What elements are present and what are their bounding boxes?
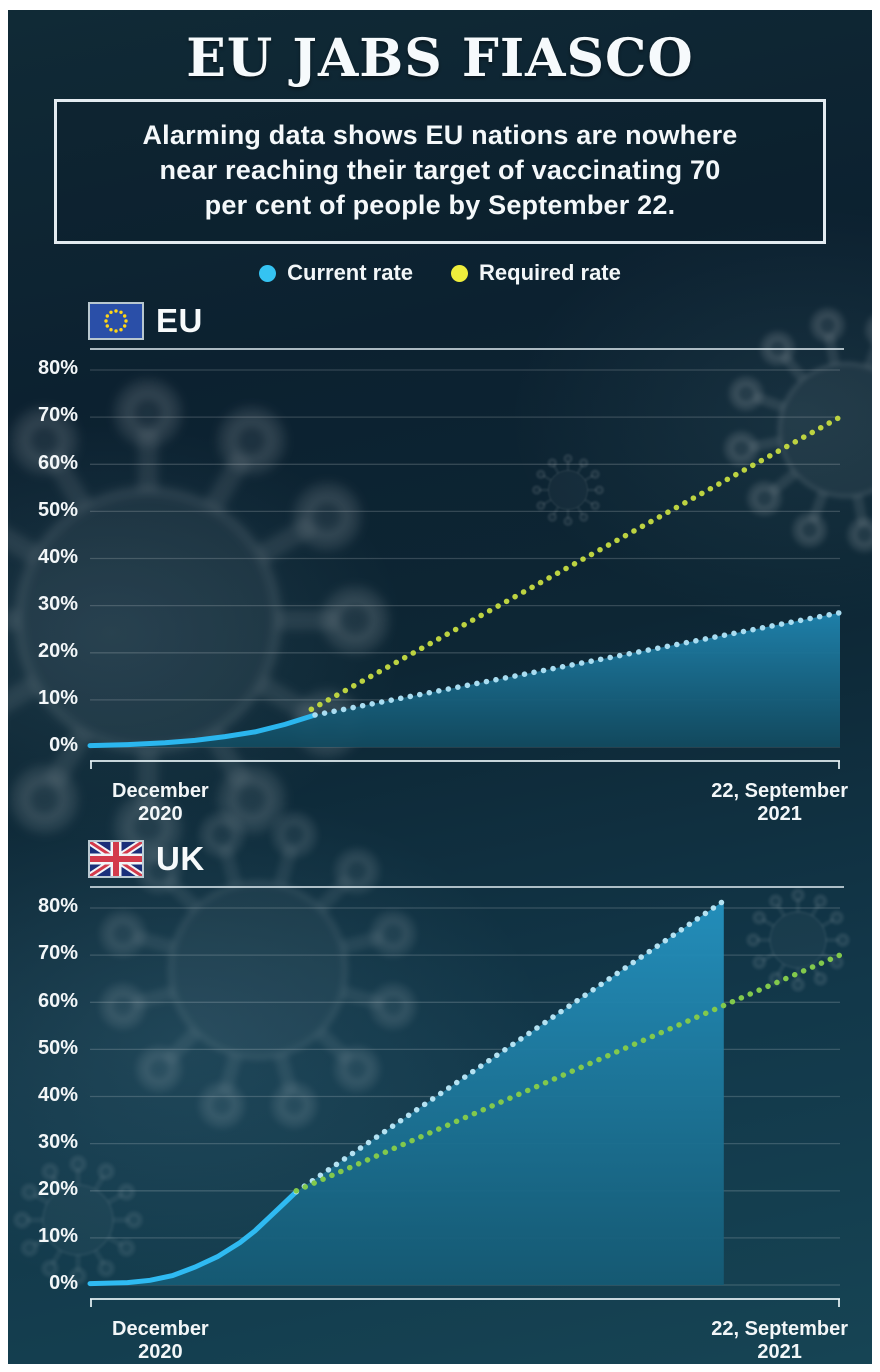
current-rate-dot-icon [259,264,277,282]
section-title-uk: UK [156,840,205,878]
y-axis-tick-label: 40% [37,545,78,568]
plot-area-eu: 80% 70% 60% 50% 40% 30% 20% 10% 0% [38,350,843,772]
legend-label-required: Required rate [479,260,621,286]
page-title: EU JABS FIASCO [186,28,694,89]
y-axis-tick-label: 10% [37,687,78,710]
x-axis-eu: December 2020 22, September 2021 [90,772,848,826]
y-axis-eu: 80% 70% 60% 50% 40% 30% 20% 10% 0% [12,350,82,772]
legend-item-current: Current rate [259,260,413,286]
y-axis-tick-label: 80% [37,357,78,380]
required-rate-dot-icon [451,264,469,282]
y-axis-tick-label: 70% [37,942,78,965]
y-axis-tick-label: 50% [37,1036,78,1059]
chart-uk: UK 80% 70% 60% 50% 40% 30% 20% 10% 0% December 20… [8,838,872,1364]
plot-area-uk: 80% 70% 60% 50% 40% 30% 20% 10% 0% [38,888,843,1310]
y-axis-tick-label: 30% [37,1130,78,1153]
y-axis-tick-label: 60% [37,989,78,1012]
x-axis-tick-label: 22, September 2021 [711,780,848,826]
y-axis-tick-label: 60% [37,451,78,474]
section-divider [90,348,844,351]
section-header-eu: EU [90,300,872,342]
y-axis-tick-label: 20% [37,1178,78,1201]
y-axis-uk: 80% 70% 60% 50% 40% 30% 20% 10% 0% [12,888,82,1310]
chart-legend: Current rate Required rate [8,260,872,286]
section-title-eu: EU [156,302,203,340]
y-axis-tick-label: 30% [37,592,78,615]
subtitle-box: Alarming data shows EU nations are nowhe… [54,99,826,245]
y-axis-tick-label: 70% [37,404,78,427]
y-axis-tick-label: 0% [49,1272,78,1295]
y-axis-tick-label: 80% [37,895,78,918]
infographic-canvas: EU JABS FIASCO Alarming data shows EU na… [8,10,872,1364]
legend-item-required: Required rate [451,260,621,286]
eu-chart-svg [87,369,843,770]
eu-flag-icon [90,304,142,339]
subtitle-text: Alarming data shows EU nations are nowhe… [142,120,738,221]
x-axis-tick-label: 22, September 2021 [711,1318,848,1364]
y-axis-tick-label: 10% [37,1225,78,1248]
legend-label-current: Current rate [287,260,414,286]
y-axis-tick-label: 50% [37,498,78,521]
section-header-uk: UK [90,838,872,880]
x-axis-tick-label: December 2020 [112,1318,209,1364]
y-axis-tick-label: 20% [37,640,78,663]
chart-eu: EU 80% 70% 60% 50% 40% 30% 20% 10% 0% December 20… [8,300,872,826]
uk-chart-svg [87,898,843,1308]
section-divider [90,886,844,889]
y-axis-tick-label: 0% [49,734,78,757]
y-axis-tick-label: 40% [37,1083,78,1106]
x-axis-tick-label: December 2020 [112,780,209,826]
x-axis-uk: December 2020 22, September 2021 [90,1310,848,1364]
uk-flag-icon [90,842,142,877]
content: EU JABS FIASCO Alarming data shows EU na… [8,10,872,1364]
